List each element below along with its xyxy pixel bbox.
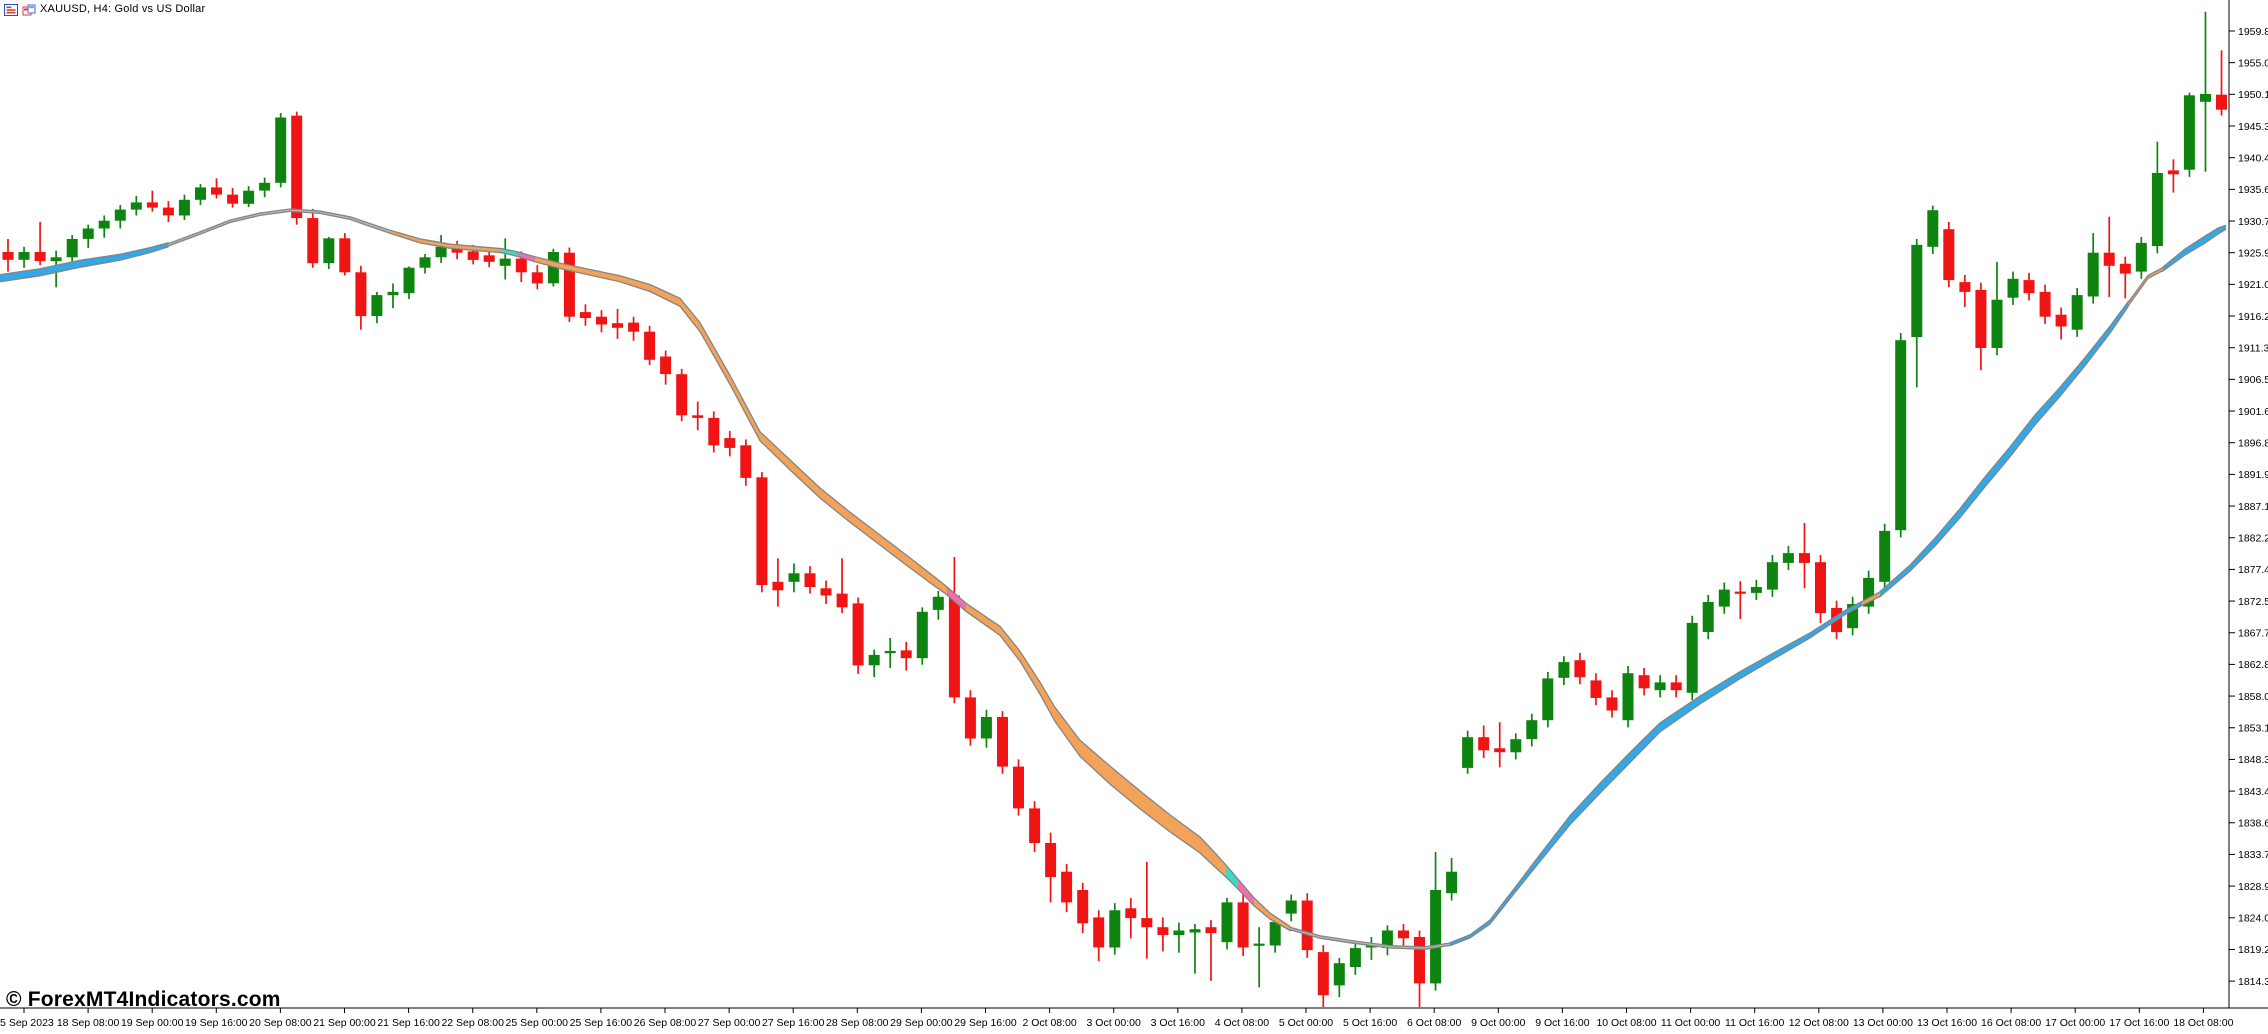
time-axis-label: 2 Oct 08:00 <box>1022 1017 1076 1029</box>
price-axis-label: 1843.45 <box>2238 786 2268 798</box>
price-axis-label: 1901.65 <box>2238 406 2268 418</box>
time-axis-label: 5 Oct 00:00 <box>1279 1017 1333 1029</box>
price-axis-label: 1838.60 <box>2238 818 2268 830</box>
price-axis-label: 1872.55 <box>2238 596 2268 608</box>
chart-list-icon <box>4 3 18 16</box>
price-axis-label: 1882.25 <box>2238 533 2268 545</box>
time-axis-label: 17 Oct 00:00 <box>2045 1017 2105 1029</box>
time-axis-label: 28 Sep 08:00 <box>826 1017 889 1029</box>
price-axis-label: 1824.05 <box>2238 913 2268 925</box>
time-axis-label: 12 Oct 08:00 <box>1789 1017 1849 1029</box>
time-axis-label: 26 Sep 08:00 <box>634 1017 697 1029</box>
price-axis-label: 1959.85 <box>2238 26 2268 38</box>
time-axis-label: 20 Sep 08:00 <box>249 1017 312 1029</box>
chart-windows-icon <box>22 3 36 16</box>
watermark: © ForexMT4Indicators.com <box>6 988 281 1011</box>
time-axis-label: 21 Sep 00:00 <box>313 1017 376 1029</box>
time-axis-label: 21 Sep 16:00 <box>377 1017 440 1029</box>
price-axis-label: 1828.90 <box>2238 881 2268 893</box>
time-axis-label: 3 Oct 00:00 <box>1087 1017 1141 1029</box>
time-axis-label: 6 Oct 08:00 <box>1407 1017 1461 1029</box>
price-axis-label: 1940.45 <box>2238 153 2268 165</box>
time-axis-label: 19 Sep 16:00 <box>185 1017 248 1029</box>
time-axis-label: 27 Sep 00:00 <box>698 1017 761 1029</box>
time-axis-label: 29 Sep 16:00 <box>954 1017 1017 1029</box>
price-axis[interactable]: 1959.85 1955.00 1950.15 1945.30 1940.45 1935.… <box>2228 0 2268 1008</box>
price-axis-label: 1887.10 <box>2238 501 2268 513</box>
price-axis-label: 1891.95 <box>2238 469 2268 481</box>
price-axis-label: 1945.30 <box>2238 121 2268 133</box>
time-axis-label: 13 Oct 00:00 <box>1853 1017 1913 1029</box>
price-axis-label: 1814.35 <box>2238 976 2268 988</box>
time-axis-label: 27 Sep 16:00 <box>762 1017 825 1029</box>
price-axis-label: 1925.90 <box>2238 248 2268 260</box>
time-axis-label: 16 Oct 08:00 <box>1981 1017 2041 1029</box>
price-axis-label: 1833.75 <box>2238 849 2268 861</box>
time-axis-label: 25 Sep 00:00 <box>506 1017 569 1029</box>
price-axis-label: 1930.75 <box>2238 216 2268 228</box>
price-axis-label: 1911.35 <box>2238 343 2268 355</box>
time-axis-label: 13 Oct 16:00 <box>1917 1017 1977 1029</box>
price-axis-label: 1935.60 <box>2238 184 2268 196</box>
candlestick-series <box>2 11 2227 1007</box>
ma-ribbon-indicator <box>0 208 2227 950</box>
time-axis-label: 4 Oct 08:00 <box>1215 1017 1269 1029</box>
time-axis-label: 18 Sep 08:00 <box>57 1017 120 1029</box>
price-axis-label: 1896.80 <box>2238 438 2268 450</box>
price-axis-label: 1921.05 <box>2238 279 2268 291</box>
price-axis-label: 1877.40 <box>2238 564 2268 576</box>
time-axis[interactable]: 15 Sep 2023 18 Sep 08:00 19 Sep 00:00 19 Se… <box>0 1007 2268 1029</box>
time-axis-label: 5 Oct 16:00 <box>1343 1017 1397 1029</box>
price-axis-label: 1819.20 <box>2238 944 2268 956</box>
price-axis-label: 1906.50 <box>2238 374 2268 386</box>
time-axis-label: 15 Sep 2023 <box>0 1017 54 1029</box>
price-axis-label: 1955.00 <box>2238 58 2268 70</box>
time-axis-label: 17 Oct 16:00 <box>2109 1017 2169 1029</box>
price-axis-label: 1867.70 <box>2238 628 2268 640</box>
price-axis-label: 1916.20 <box>2238 311 2268 323</box>
chart-title: XAUUSD, H4: Gold vs US Dollar <box>40 3 206 15</box>
time-axis-label: 10 Oct 08:00 <box>1596 1017 1656 1029</box>
time-axis-label: 19 Sep 00:00 <box>121 1017 184 1029</box>
price-axis-label: 1858.00 <box>2238 691 2268 703</box>
time-axis-label: 3 Oct 16:00 <box>1151 1017 1205 1029</box>
time-axis-label: 11 Oct 00:00 <box>1661 1017 1721 1029</box>
time-axis-label: 29 Sep 00:00 <box>890 1017 953 1029</box>
time-axis-label: 11 Oct 16:00 <box>1725 1017 1785 1029</box>
time-axis-label: 25 Sep 16:00 <box>570 1017 633 1029</box>
price-axis-label: 1950.15 <box>2238 89 2268 101</box>
time-axis-label: 22 Sep 08:00 <box>441 1017 504 1029</box>
price-axis-label: 1848.30 <box>2238 754 2268 766</box>
price-axis-label: 1853.15 <box>2238 723 2268 735</box>
time-axis-label: 18 Oct 08:00 <box>2173 1017 2233 1029</box>
chart-title-bar: XAUUSD, H4: Gold vs US Dollar <box>4 3 206 16</box>
time-axis-label: 9 Oct 00:00 <box>1471 1017 1525 1029</box>
price-axis-label: 1862.85 <box>2238 659 2268 671</box>
time-axis-label: 9 Oct 16:00 <box>1535 1017 1589 1029</box>
